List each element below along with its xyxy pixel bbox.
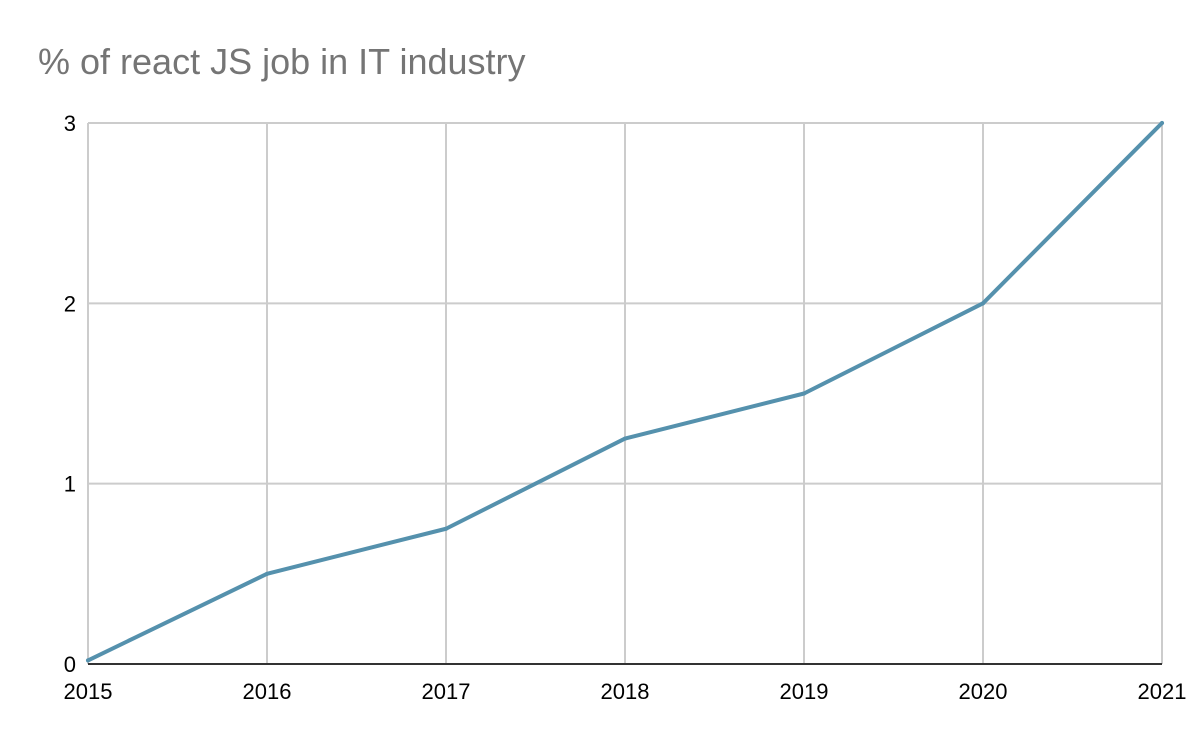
x-tick-label: 2020: [959, 679, 1008, 704]
data-point: [802, 391, 806, 396]
x-tick-label: 2019: [780, 679, 829, 704]
x-tick-label: 2021: [1138, 679, 1187, 704]
data-point: [1160, 121, 1164, 125]
data-point: [623, 436, 627, 441]
data-point: [86, 658, 90, 663]
y-tick-label: 2: [64, 291, 76, 316]
x-tick-label: 2015: [64, 679, 113, 704]
x-tick-label: 2017: [422, 679, 471, 704]
chart-title: % of react JS job in IT industry: [38, 41, 526, 82]
x-tick-label: 2018: [601, 679, 650, 704]
data-point: [265, 571, 269, 576]
data-point: [444, 526, 448, 531]
tick-labels: 0 1 2 3 2015 2016 2017 2018 2019 2020 2021: [64, 111, 1187, 704]
y-tick-label: 0: [64, 652, 76, 677]
x-tick-label: 2016: [243, 679, 292, 704]
grid: [87, 122, 1163, 664]
data-point: [981, 301, 985, 306]
y-tick-label: 1: [64, 472, 76, 497]
series-layer: [86, 121, 1164, 663]
y-tick-label: 3: [64, 111, 76, 136]
